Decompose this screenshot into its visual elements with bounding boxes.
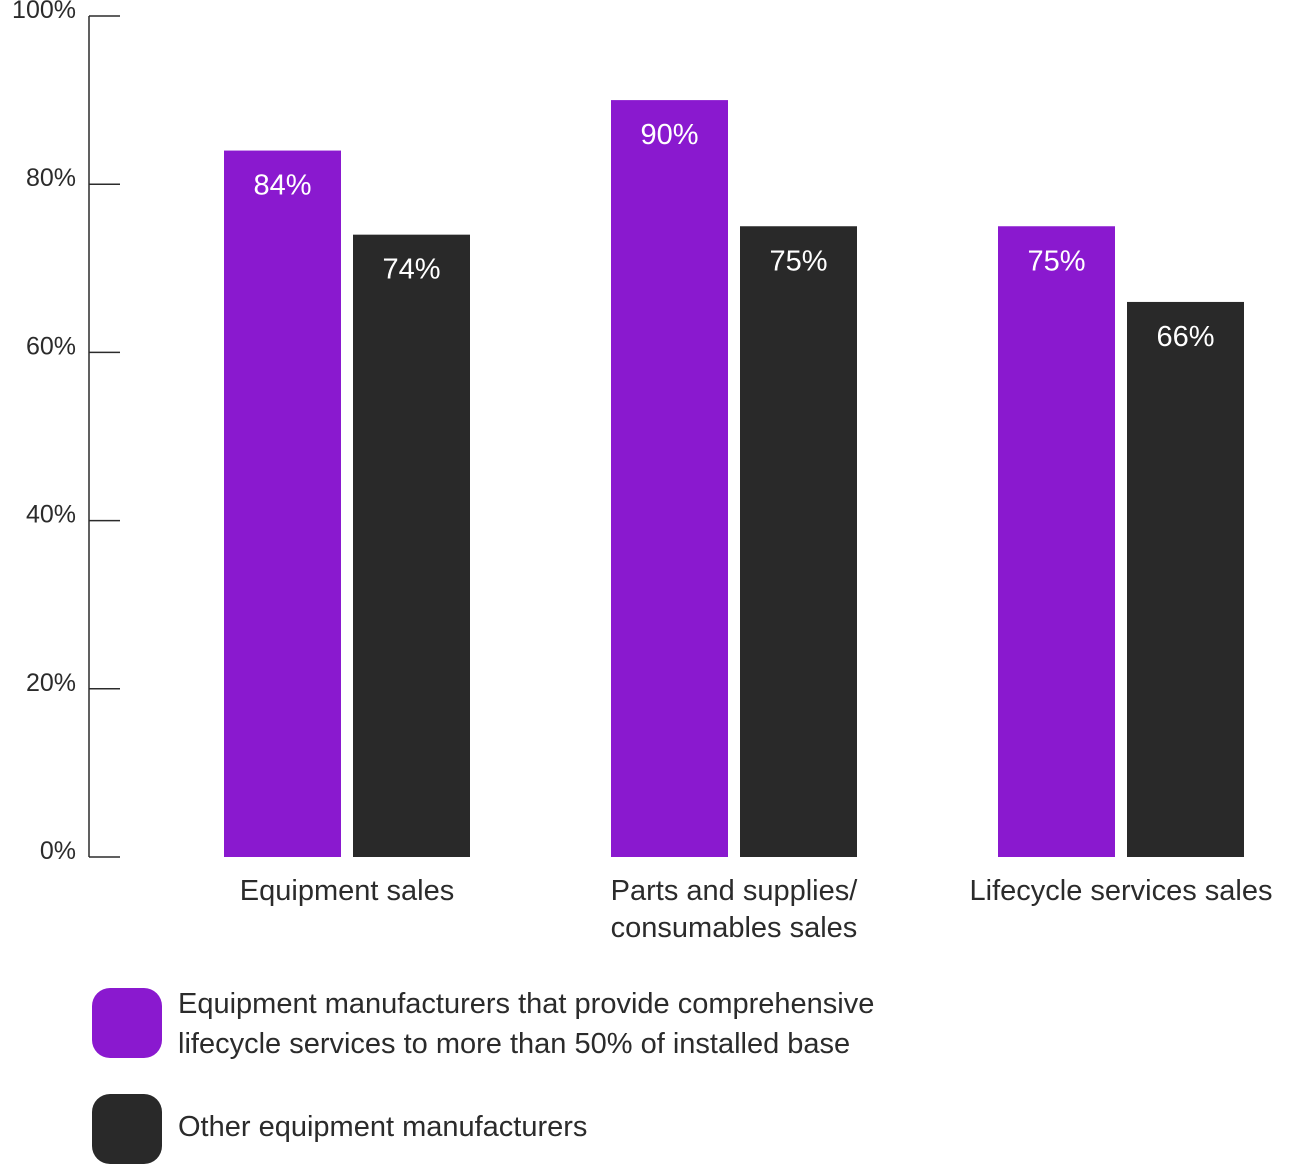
y-tick-label: 100% <box>12 0 76 24</box>
bar <box>611 100 728 858</box>
x-category-label: Equipment sales <box>240 875 454 907</box>
legend-label-line: Equipment manufacturers that provide com… <box>178 988 875 1020</box>
bar-value-label: 66% <box>1156 321 1214 353</box>
legend-label-line: lifecycle services to more than 50% of i… <box>178 1028 851 1060</box>
legend-swatch-dark <box>92 1094 162 1164</box>
y-tick-label: 80% <box>26 164 76 192</box>
bar-value-label: 90% <box>640 119 698 151</box>
bar <box>998 226 1115 857</box>
x-category-label: Parts and supplies/ <box>611 875 859 907</box>
y-tick-label: 40% <box>26 501 76 529</box>
legend-label-line: Other equipment manufacturers <box>178 1111 588 1143</box>
y-tick-label: 60% <box>26 332 76 360</box>
legend-swatch-purple <box>92 988 162 1058</box>
bar <box>740 226 857 857</box>
y-tick-label: 0% <box>40 837 76 865</box>
legend-label-comprehensive-services: Equipment manufacturers that provide com… <box>178 984 874 1064</box>
bar-value-label: 75% <box>1027 245 1085 277</box>
bar <box>353 234 470 857</box>
legend-label-other-manufacturers: Other equipment manufacturers <box>178 1107 587 1147</box>
x-category-label: Lifecycle services sales <box>970 875 1273 907</box>
bar-value-label: 84% <box>253 170 311 202</box>
bar <box>224 150 341 857</box>
bar-value-label: 74% <box>382 254 440 286</box>
bar-chart: 0% 20% 40% 60% 80% 100% 84% 90% 75% 74% 75% 66% Equi… <box>12 0 1273 944</box>
y-tick-label: 20% <box>26 669 76 697</box>
x-category-label: consumables sales <box>611 912 858 944</box>
bar-value-label: 75% <box>769 245 827 277</box>
bar <box>1127 301 1244 857</box>
